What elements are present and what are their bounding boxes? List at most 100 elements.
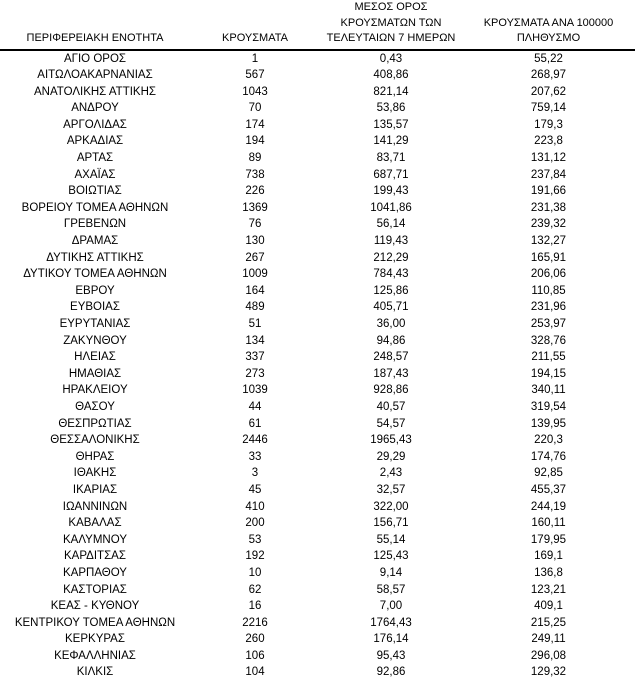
table-row: ΘΑΣΟΥ 44 40,57 319,54	[0, 399, 635, 416]
per100k-cell: 194,15	[530, 367, 567, 380]
per100k-cell: 239,32	[530, 218, 567, 231]
region-name-cell: ΚΑΒΑΛΑΣ	[68, 517, 122, 530]
avg7day-cell: 56,14	[376, 218, 406, 231]
cases-cell: 53	[248, 533, 262, 546]
avg7day-cell: 784,43	[373, 268, 409, 281]
avg7day-cell: 55,14	[376, 533, 406, 546]
table-header: ΠΕΡΙΦΕΡΕΙΑΚΗ ΕΝΟΤΗΤΑ ΚΡΟΥΣΜΑΤΑ ΜΕΣΟΣ ΟΡΟ…	[0, 0, 635, 51]
region-name-cell: ΑΧΑΪΑΣ	[74, 168, 116, 181]
per100k-cell: 455,37	[530, 483, 567, 496]
region-name-cell: ΚΑΡΔΙΤΣΑΣ	[64, 550, 126, 563]
cases-cell: 134	[245, 334, 265, 347]
region-name-cell: ΚΕΡΚΥΡΑΣ	[65, 633, 125, 646]
per100k-cell: 110,85	[531, 284, 566, 297]
per100k-cell: 220,3	[534, 434, 563, 447]
per100k-cell: 211,55	[531, 351, 566, 364]
table-row: ΚΕΡΚΥΡΑΣ 260 176,14 249,11	[0, 631, 635, 648]
table-row: ΕΥΒΟΙΑΣ 489 405,71 231,96	[0, 299, 635, 316]
table-row: ΖΑΚΥΝΘΟΥ 134 94,86 328,76	[0, 333, 635, 350]
avg7day-cell: 40,57	[376, 400, 406, 413]
region-name-cell: ΑΡΓΟΛΙΔΑΣ	[63, 118, 127, 131]
cases-cell: 2446	[242, 434, 268, 447]
cases-cell: 1369	[242, 201, 268, 214]
avg7day-cell: 199,43	[373, 185, 409, 198]
per100k-cell: 231,38	[530, 201, 567, 214]
per100k-cell: 249,11	[531, 633, 566, 646]
region-name-cell: ΑΡΤΑΣ	[76, 152, 114, 165]
table-row: ΒΟΡΕΙΟΥ ΤΟΜΕΑ ΑΘΗΝΩΝ 1369 1041,86 231,38	[0, 200, 635, 217]
per100k-cell: 123,21	[530, 583, 567, 596]
avg7day-cell: 125,86	[373, 284, 409, 297]
cases-cell: 226	[245, 185, 265, 198]
per100k-cell: 129,32	[530, 666, 567, 679]
cases-cell: 738	[245, 168, 265, 181]
table-row: ΑΝΑΤΟΛΙΚΗΣ ΑΤΤΙΚΗΣ 1043 821,14 207,62	[0, 84, 635, 101]
cases-cell: 1043	[242, 85, 268, 98]
region-name-cell: ΚΕΑΣ - ΚΥΘΝΟΥ	[50, 600, 140, 613]
region-name-cell: ΙΘΑΚΗΣ	[73, 467, 117, 480]
per100k-cell: 165,91	[530, 251, 567, 264]
avg7day-cell: 135,57	[373, 118, 409, 131]
cases-cell: 16	[248, 600, 262, 613]
region-name-cell: ΕΒΡΟΥ	[75, 284, 115, 297]
per100k-cell: 207,62	[530, 85, 567, 98]
table-row: ΑΧΑΪΑΣ 738 687,71 237,84	[0, 167, 635, 184]
region-name-cell: ΔΡΑΜΑΣ	[71, 235, 119, 248]
per100k-cell: 223,8	[534, 135, 563, 148]
per100k-cell: 237,84	[530, 168, 567, 181]
avg7day-cell: 1764,43	[370, 616, 412, 629]
region-name-cell: ΘΑΣΟΥ	[75, 400, 115, 413]
per100k-cell: 268,97	[530, 69, 567, 82]
table-row: ΑΓΙΟ ΟΡΟΣ 1 0,43 55,22	[0, 50, 635, 68]
region-name-cell: ΔΥΤΙΚΟΥ ΤΟΜΕΑ ΑΘΗΝΩΝ	[23, 268, 167, 281]
region-name-cell: ΗΜΑΘΙΑΣ	[68, 367, 122, 380]
per100k-cell: 319,54	[530, 400, 567, 413]
avg7day-cell: 1041,86	[370, 201, 412, 214]
avg7day-cell: 928,86	[373, 384, 409, 397]
table-row: ΓΡΕΒΕΝΩΝ 76 56,14 239,32	[0, 216, 635, 233]
table-row: ΚΕΦΑΛΛΗΝΙΑΣ 106 95,43 296,08	[0, 648, 635, 665]
cases-cell: 194	[245, 135, 265, 148]
per100k-cell: 160,11	[531, 517, 566, 530]
avg7day-cell: 248,57	[373, 351, 409, 364]
table-body: ΑΓΙΟ ΟΡΟΣ 1 0,43 55,22 ΑΙΤΩΛΟΑΚΑΡΝΑΝΙΑΣ 567 40…	[0, 50, 635, 682]
region-name-cell: ΒΟΙΩΤΙΑΣ	[68, 185, 122, 198]
table-row: ΕΥΡΥΤΑΝΙΑΣ 51 36,00 253,97	[0, 316, 635, 333]
avg7day-cell: 2,43	[379, 467, 403, 480]
per100k-cell: 231,96	[530, 301, 567, 314]
avg7day-cell: 7,00	[379, 600, 403, 613]
per100k-cell: 296,08	[530, 649, 567, 662]
cases-cell: 267	[245, 251, 265, 264]
cases-cell: 89	[248, 152, 262, 165]
per100k-cell: 131,12	[530, 152, 567, 165]
table-row: ΔΡΑΜΑΣ 130 119,43 132,27	[0, 233, 635, 250]
cases-cell: 70	[248, 102, 262, 115]
avg7day-cell: 687,71	[373, 168, 409, 181]
avg7day-cell: 156,71	[373, 517, 409, 530]
cases-cell: 410	[245, 500, 265, 513]
col-header-per100k: ΚΡΟΥΣΜΑΤΑ ΑΝΑ 100000 ΠΛΗΘΥΣΜΟ	[462, 0, 635, 51]
avg7day-cell: 36,00	[376, 318, 406, 330]
table-row: ΚΑΣΤΟΡΙΑΣ 62 58,57 123,21	[0, 582, 635, 599]
cases-cell: 174	[245, 118, 265, 131]
avg7day-cell: 83,71	[376, 152, 406, 165]
cases-cell: 3	[251, 467, 259, 480]
table-row: ΚΕΝΤΡΙΚΟΥ ΤΟΜΕΑ ΑΘΗΝΩΝ 2216 1764,43 215,25	[0, 615, 635, 632]
region-name-cell: ΗΡΑΚΛΕΙΟΥ	[62, 384, 128, 397]
region-name-cell: ΕΥΒΟΙΑΣ	[70, 301, 120, 314]
cases-cell: 200	[245, 517, 265, 530]
table-row: ΗΡΑΚΛΕΙΟΥ 1039 928,86 340,11	[0, 382, 635, 399]
region-name-cell: ΕΥΡΥΤΑΝΙΑΣ	[59, 318, 131, 330]
table-row: ΕΒΡΟΥ 164 125,86 110,85	[0, 283, 635, 300]
avg7day-cell: 0,43	[379, 52, 403, 65]
avg7day-cell: 94,86	[376, 334, 406, 347]
table-row: ΚΑΒΑΛΑΣ 200 156,71 160,11	[0, 515, 635, 532]
cases-cell: 1	[251, 52, 259, 65]
per100k-cell: 174,76	[530, 450, 567, 463]
cases-cell: 260	[245, 633, 265, 646]
table-row: ΑΡΓΟΛΙΔΑΣ 174 135,57 179,3	[0, 117, 635, 134]
table-row: ΑΝΔΡΟΥ 70 53,86 759,14	[0, 100, 635, 117]
per100k-cell: 244,19	[530, 500, 567, 513]
avg7day-cell: 405,71	[373, 301, 409, 314]
